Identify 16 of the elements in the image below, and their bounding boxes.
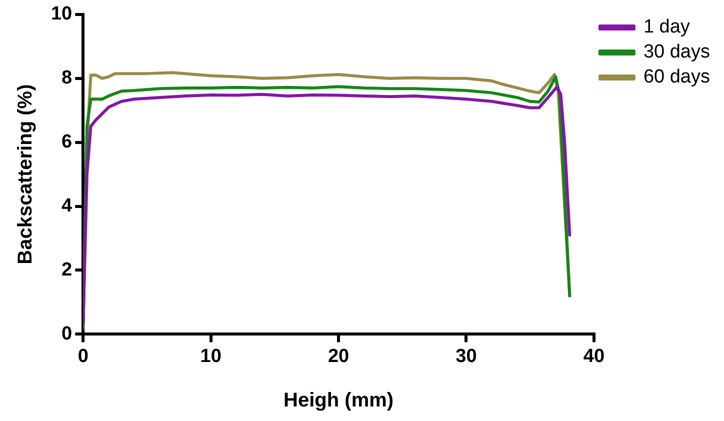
- x-tick-label: 0: [78, 346, 88, 367]
- y-tick-label: 8: [62, 68, 72, 89]
- y-tick-label: 2: [62, 259, 72, 280]
- y-axis-title: Backscattering (%): [14, 84, 37, 264]
- y-tick-label: 0: [62, 323, 72, 344]
- legend-label: 60 days: [643, 66, 710, 88]
- legend-label: 1 day: [643, 16, 690, 38]
- y-tick-label: 6: [62, 132, 72, 153]
- x-tick-label: 40: [583, 346, 605, 367]
- legend-label: 30 days: [643, 42, 710, 63]
- x-tick-label: 20: [328, 346, 350, 367]
- y-tick-label: 4: [62, 196, 73, 217]
- y-tick-label: 10: [50, 4, 72, 25]
- x-axis-title: Heigh (mm): [284, 390, 394, 412]
- x-tick-label: 10: [200, 346, 222, 367]
- x-tick-label: 30: [456, 346, 477, 367]
